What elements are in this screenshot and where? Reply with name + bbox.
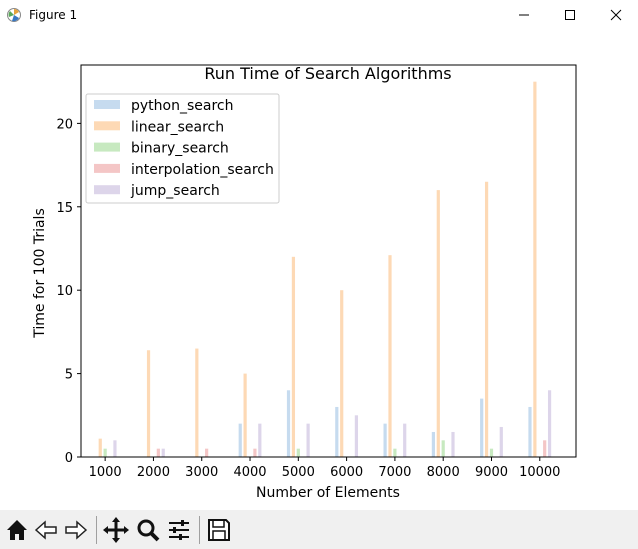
bar xyxy=(528,406,532,457)
bar xyxy=(335,406,339,457)
configure-subplots-icon xyxy=(169,520,189,540)
bar xyxy=(547,390,552,457)
legend-swatch xyxy=(94,185,120,195)
x-tick-label: 9000 xyxy=(475,465,508,480)
bar xyxy=(205,448,209,457)
x-tick-label: 5000 xyxy=(282,465,315,480)
y-tick-label: 15 xyxy=(56,201,73,216)
bar xyxy=(243,373,247,457)
bar xyxy=(286,390,291,457)
bar xyxy=(146,350,151,457)
bar xyxy=(403,423,407,457)
minimize-button[interactable] xyxy=(501,0,547,30)
pan-button[interactable] xyxy=(102,516,130,544)
forward-arrow-icon xyxy=(65,520,88,540)
y-tick-label: 5 xyxy=(65,368,73,383)
bar xyxy=(238,423,242,457)
x-tick-label: 7000 xyxy=(378,465,411,480)
back-button[interactable] xyxy=(32,516,60,544)
bar xyxy=(253,448,257,457)
figure-canvas[interactable]: Run Time of Search Algorithms 1000 2000 30… xyxy=(0,30,638,510)
bar xyxy=(103,448,107,457)
bar xyxy=(291,256,296,457)
legend-swatch xyxy=(94,163,120,173)
bar xyxy=(195,348,199,457)
bars-group xyxy=(98,81,552,457)
y-tick-label: 20 xyxy=(56,117,73,132)
bar xyxy=(543,440,547,457)
window-title: Figure 1 xyxy=(29,8,78,22)
axes-group: 1000 2000 3000 4000 5000 6000 7000 8000 9000 1000… xyxy=(56,64,577,480)
x-tick-label: 1000 xyxy=(89,465,122,480)
zoom-icon xyxy=(137,519,160,542)
axes-frame xyxy=(80,64,577,458)
legend-label: binary_search xyxy=(131,141,229,157)
legend-swatch xyxy=(94,100,120,109)
bar xyxy=(436,190,440,457)
x-tick-label: 8000 xyxy=(427,465,460,480)
close-icon xyxy=(610,9,622,21)
bar xyxy=(484,181,489,457)
bar xyxy=(383,423,387,457)
x-tick-label: 10000 xyxy=(519,465,560,480)
bar xyxy=(98,438,102,457)
maximize-icon xyxy=(565,10,575,20)
x-tick-label: 6000 xyxy=(330,465,363,480)
bar xyxy=(388,255,392,457)
legend-label: jump_search xyxy=(130,183,220,199)
maximize-button[interactable] xyxy=(547,0,593,30)
home-button[interactable] xyxy=(3,516,31,544)
bar xyxy=(441,440,445,457)
bar xyxy=(354,415,359,457)
x-tick-label: 4000 xyxy=(233,465,266,480)
x-tick-label: 2000 xyxy=(137,465,170,480)
forward-button[interactable] xyxy=(62,516,90,544)
y-tick-label: 0 xyxy=(65,451,73,466)
chart-title: Run Time of Search Algorithms xyxy=(204,64,451,83)
bar xyxy=(451,431,455,457)
x-axis-label: Number of Elements xyxy=(256,485,400,501)
bar xyxy=(156,448,160,457)
bar-chart: Run Time of Search Algorithms 1000 2000 30… xyxy=(32,64,577,501)
y-axis-label: Time for 100 Trials xyxy=(32,208,48,339)
zoom-button[interactable] xyxy=(134,516,162,544)
legend-label: interpolation_search xyxy=(131,162,274,178)
home-icon xyxy=(7,520,27,540)
close-button[interactable] xyxy=(593,0,638,30)
bar xyxy=(499,426,503,457)
pan-icon xyxy=(103,517,129,543)
navigation-toolbar xyxy=(0,510,638,549)
bar xyxy=(431,431,435,457)
save-button[interactable] xyxy=(205,516,233,544)
matplotlib-logo-icon xyxy=(7,8,21,22)
bar xyxy=(113,440,117,457)
window-titlebar: Figure 1 xyxy=(0,0,638,30)
back-arrow-icon xyxy=(34,520,57,540)
bar xyxy=(306,423,310,457)
legend-label: linear_search xyxy=(131,119,224,135)
bar xyxy=(161,448,165,457)
minimize-icon xyxy=(519,14,529,16)
toolbar-separator xyxy=(96,516,97,544)
bar xyxy=(258,423,262,457)
y-tick-label: 10 xyxy=(56,284,73,299)
bar xyxy=(393,448,397,457)
toolbar-separator xyxy=(199,516,200,544)
legend-swatch xyxy=(94,121,120,131)
bar xyxy=(489,448,494,457)
save-icon xyxy=(208,519,230,541)
bar xyxy=(296,448,300,457)
bar xyxy=(340,290,344,457)
legend-label: python_search xyxy=(131,98,233,114)
legend-swatch xyxy=(94,142,120,152)
legend-box xyxy=(85,93,280,204)
bar xyxy=(533,81,537,457)
x-tick-label: 3000 xyxy=(185,465,218,480)
legend: python_search linear_search binary_searchi… xyxy=(85,93,280,204)
configure-subplots-button[interactable] xyxy=(165,516,193,544)
bar xyxy=(480,398,484,457)
